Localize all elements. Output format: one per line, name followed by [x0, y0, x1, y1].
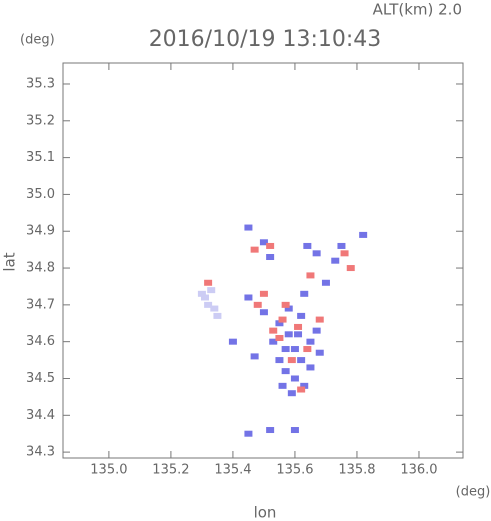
echo-point	[346, 265, 355, 272]
x-tick-label: 135.6	[276, 463, 313, 478]
echo-point	[287, 357, 296, 364]
y-tick-label: 35.0	[26, 187, 55, 202]
echo-point	[228, 338, 237, 345]
x-tick-label: 136.0	[400, 463, 437, 478]
echo-point	[297, 386, 306, 393]
echo-point	[290, 427, 299, 434]
echo-point	[278, 382, 287, 389]
y-tick-label: 34.8	[26, 261, 55, 276]
echo-point	[297, 312, 306, 319]
echo-point	[340, 250, 349, 257]
y-label: lat	[1, 252, 19, 271]
echo-point	[337, 242, 346, 249]
echo-point	[201, 294, 210, 301]
y-tick-label: 34.5	[26, 371, 55, 386]
echo-point	[306, 364, 315, 371]
echo-point	[331, 257, 340, 264]
echo-point	[259, 239, 268, 246]
echo-point	[266, 427, 275, 434]
echo-point	[303, 242, 312, 249]
echo-point	[210, 305, 219, 312]
echo-point	[213, 312, 222, 319]
y-tick-label: 34.6	[26, 334, 55, 349]
echo-point	[204, 301, 213, 308]
echo-point	[281, 368, 290, 375]
echo-point	[281, 301, 290, 308]
echo-point	[275, 357, 284, 364]
echo-point	[259, 309, 268, 316]
x-label: lon	[254, 504, 277, 521]
echo-point	[306, 338, 315, 345]
y-tick-label: 34.3	[26, 445, 55, 460]
echo-point	[269, 338, 278, 345]
y-tick-label: 35.3	[26, 76, 55, 91]
echo-point	[269, 327, 278, 334]
x-unit: (deg)	[456, 485, 491, 500]
subtitle: ALT(km) 2.0	[373, 1, 462, 19]
plot-frame	[62, 62, 464, 459]
x-tick-label: 135.0	[90, 463, 127, 478]
echo-point	[244, 224, 253, 231]
echo-point	[259, 290, 268, 297]
y-tick-label: 35.1	[26, 150, 55, 165]
echo-point	[312, 327, 321, 334]
echo-point	[266, 254, 275, 261]
x-tick-label: 135.2	[152, 463, 189, 478]
echo-point	[297, 357, 306, 364]
echo-point	[315, 349, 324, 356]
echo-point	[204, 279, 213, 286]
echo-point	[284, 331, 293, 338]
echo-point	[300, 290, 309, 297]
y-tick-label: 34.9	[26, 224, 55, 239]
echo-point	[281, 346, 290, 353]
echo-point	[312, 250, 321, 257]
echo-point	[244, 430, 253, 437]
y-tick-label: 35.2	[26, 113, 55, 128]
chart-title: 2016/10/19 13:10:43	[149, 27, 382, 52]
echo-point	[250, 246, 259, 253]
echo-point	[300, 382, 309, 389]
echo-point	[278, 316, 287, 323]
y-tick-label: 34.7	[26, 297, 55, 312]
x-tick-label: 135.8	[338, 463, 375, 478]
echo-point	[284, 305, 293, 312]
echo-point	[275, 334, 284, 341]
echo-point	[315, 316, 324, 323]
echo-point	[250, 353, 259, 360]
echo-point	[253, 301, 262, 308]
echo-point	[197, 290, 206, 297]
echo-point	[290, 346, 299, 353]
echo-point	[294, 331, 303, 338]
x-tick-label: 135.4	[214, 463, 251, 478]
echo-point	[359, 231, 368, 238]
echo-point	[306, 272, 315, 279]
echo-point	[207, 287, 216, 294]
y-tick-label: 34.4	[26, 408, 55, 423]
echo-point	[321, 279, 330, 286]
echo-point	[266, 242, 275, 249]
echo-point	[303, 346, 312, 353]
echo-point	[244, 294, 253, 301]
echo-point	[294, 323, 303, 330]
echo-point	[290, 375, 299, 382]
echo-point	[275, 320, 284, 327]
y-unit: (deg)	[20, 33, 55, 48]
echo-point	[287, 390, 296, 397]
